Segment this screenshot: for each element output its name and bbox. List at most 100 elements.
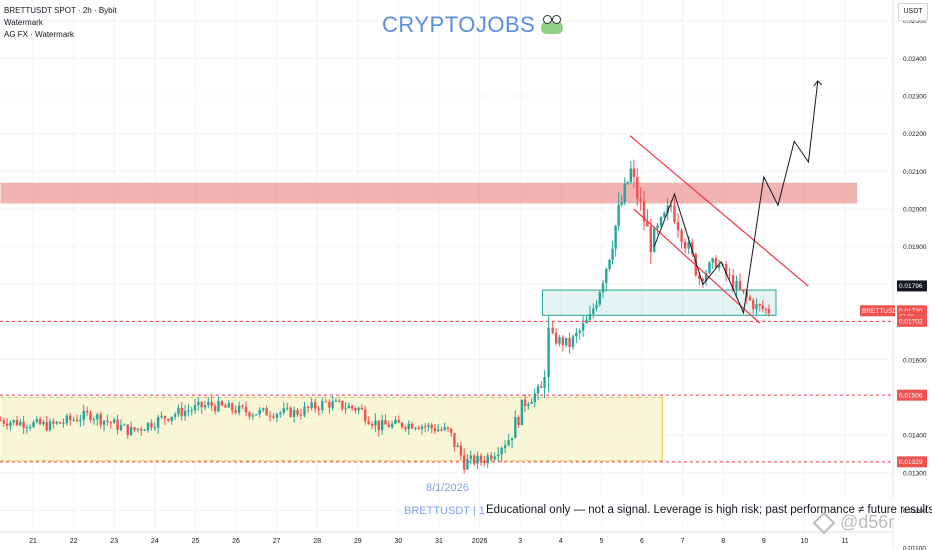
candle-body-92 (310, 402, 313, 408)
candle-48 (160, 411, 163, 419)
candle-23 (75, 414, 79, 423)
candle-154 (517, 415, 520, 428)
candle-body-158 (530, 401, 533, 404)
watermark-indicator-label[interactable]: Watermark (4, 18, 43, 27)
candle-body-43 (143, 430, 146, 432)
candle-body-138 (462, 455, 466, 470)
candle-84 (282, 402, 285, 415)
candle-50 (167, 418, 170, 423)
candle-body-62 (207, 402, 210, 406)
candle-109 (367, 416, 370, 425)
candle-body-174 (585, 319, 588, 324)
currency-button[interactable]: USDT (898, 3, 928, 21)
agfx-watermark-label[interactable]: AG FX · Watermark (4, 30, 74, 39)
candle-body-181 (608, 259, 611, 269)
candle-60 (200, 401, 203, 414)
candle-body-130 (436, 429, 440, 432)
candle-body-184 (617, 204, 620, 226)
chart-title: BRETTUSDT SPOT · 2h · Bybit (4, 6, 117, 15)
time-tick-20: 11 (841, 538, 848, 545)
candle-body-214 (717, 264, 721, 268)
candle-body-84 (282, 408, 285, 413)
candle-body-91 (306, 406, 310, 408)
candle-61 (203, 400, 207, 410)
candle-body-128 (430, 424, 433, 428)
candle-body-103 (347, 405, 351, 409)
candle-149 (500, 446, 503, 462)
candle-226 (758, 303, 761, 312)
candle-body-29 (96, 414, 99, 420)
candle-203 (680, 228, 683, 249)
candle-111 (374, 413, 377, 433)
candle-body-51 (170, 416, 173, 421)
candle-body-60 (200, 401, 203, 408)
candle-body-200 (669, 205, 673, 207)
candle-22 (72, 416, 75, 422)
candle-body-110 (370, 423, 374, 426)
time-axis: 21 22 23 24 25 26 27 28 29 30 31 2026 3 4 5 6 7 8 9 10 11 (0, 531, 893, 550)
candle-body-67 (224, 405, 227, 408)
candle-40 (133, 426, 136, 432)
candle-179 (601, 279, 605, 298)
candle-body-159 (533, 393, 537, 402)
range-zone (0, 397, 663, 461)
candle-79 (265, 405, 268, 416)
candle-body-57 (190, 410, 193, 412)
candle-body-218 (731, 275, 735, 290)
candle-190 (636, 168, 639, 206)
candle-209 (701, 277, 705, 288)
candle-body-14 (45, 421, 48, 431)
candle-162 (543, 370, 546, 399)
candle-body-15 (48, 421, 52, 431)
candle-body-202 (676, 222, 680, 231)
candle-body-145 (486, 455, 489, 464)
candle-body-150 (503, 445, 507, 449)
candle-body-171 (575, 332, 578, 337)
candle-body-123 (414, 427, 417, 429)
candle-38 (126, 424, 129, 439)
candle-133 (446, 426, 450, 432)
candle-body-161 (540, 386, 543, 388)
candle-158 (530, 398, 533, 405)
candle-body-80 (268, 415, 272, 417)
date-watermark: 8/1/2026 (426, 482, 469, 494)
candle-159 (533, 388, 537, 408)
candle-210 (704, 269, 708, 286)
candle-body-87 (292, 410, 296, 417)
candle-113 (380, 414, 384, 435)
candle-body-11 (35, 418, 39, 422)
candle-168 (565, 337, 568, 348)
candle-body-191 (639, 198, 642, 202)
candle-97 (328, 399, 331, 414)
candle-body-136 (456, 445, 459, 447)
candle-body-189 (632, 168, 636, 177)
candle-body-63 (210, 402, 213, 407)
candle-26 (85, 406, 89, 417)
candle-66 (220, 400, 224, 407)
candle-204 (683, 238, 687, 254)
candle-body-23 (75, 419, 79, 422)
candle-78 (261, 407, 265, 413)
candle-82 (275, 412, 279, 423)
candle-body-164 (551, 327, 554, 333)
candle-83 (279, 411, 282, 419)
candle-body-201 (673, 205, 676, 223)
candle-body-71 (237, 405, 241, 413)
time-tick-15: 6 (640, 538, 644, 545)
candle-body-208 (698, 275, 701, 279)
candle-body-197 (659, 217, 663, 226)
candle-32 (106, 414, 109, 427)
candle-139 (466, 454, 469, 471)
channel-upper-line (629, 135, 809, 287)
price-tick-12: 0.01300 (903, 470, 927, 477)
candle-body-126 (423, 426, 427, 428)
candle-body-7 (22, 421, 25, 428)
candle-131 (440, 426, 443, 432)
candle-146 (490, 451, 493, 463)
candle-9 (29, 424, 32, 431)
candle-199 (666, 198, 669, 221)
candle-body-219 (735, 281, 738, 290)
candle-198 (663, 211, 666, 219)
candle-81 (272, 413, 275, 420)
